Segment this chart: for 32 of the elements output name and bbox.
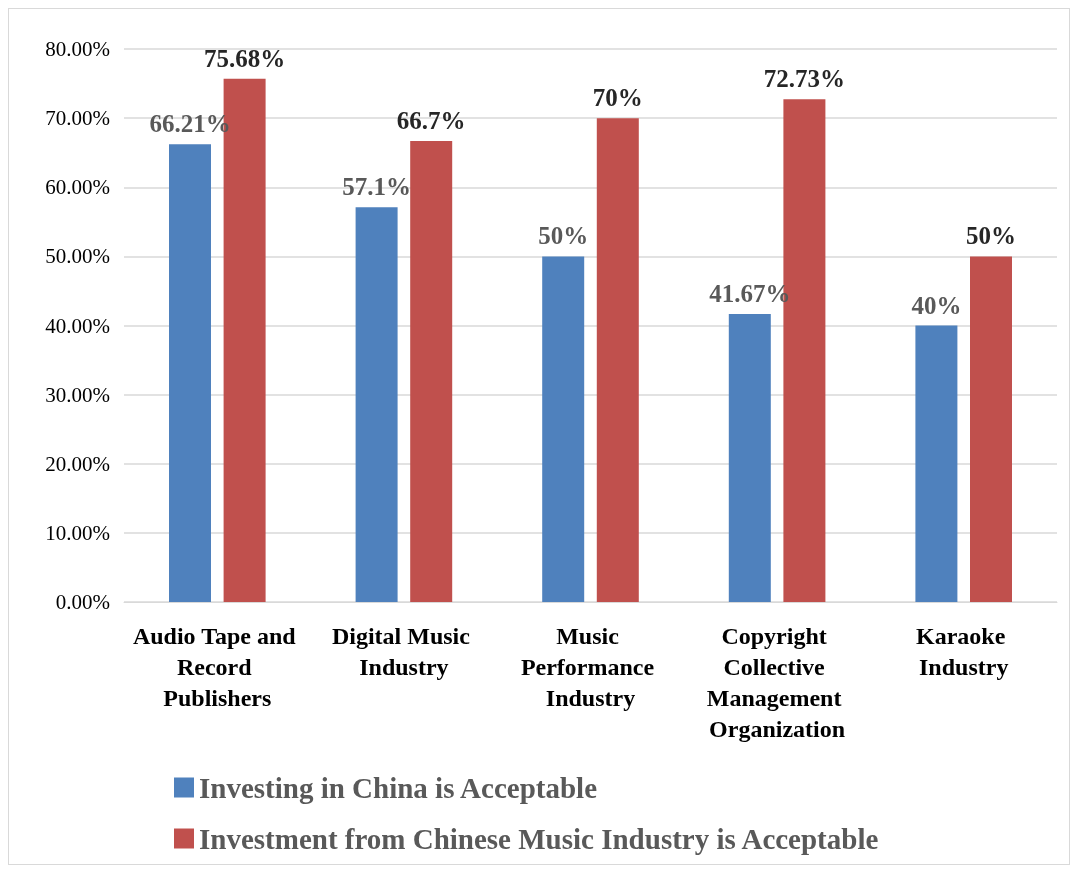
data-label: 72.73% [763, 65, 846, 93]
data-label: 75.68% [203, 44, 286, 72]
legend-label: Investing in China is Acceptable [199, 771, 598, 804]
bar [355, 207, 398, 602]
y-tick-label: 10.00% [45, 520, 110, 545]
y-tick-label: 80.00% [45, 37, 110, 61]
legend-label: Investment from Chinese Music Industry is Acceptable [199, 822, 879, 855]
y-tick-label: 20.00% [45, 451, 110, 476]
bar [169, 144, 211, 602]
bar [596, 118, 639, 602]
data-label: 57.1% [342, 173, 411, 201]
x-tick-label: Karaoke Industry [916, 622, 1012, 680]
y-tick-label: 30.00% [45, 382, 110, 407]
x-tick-label: Music Performance Industry [520, 622, 661, 711]
x-tick-label: Audio Tape and Record Publishers [132, 622, 302, 711]
bar [728, 313, 771, 602]
data-label: 66.7% [396, 106, 466, 134]
y-tick-label: 70.00% [45, 106, 110, 131]
data-label: 40% [911, 291, 962, 319]
data-label: 50% [538, 222, 589, 250]
data-label: 50% [966, 222, 1016, 250]
y-tick-label: 0.00% [55, 590, 110, 614]
x-tick-label: Digital Music Industry [331, 622, 476, 680]
bar [542, 256, 585, 602]
bar [410, 140, 453, 602]
x-tick-label: Copyright Collective Management Organization [706, 622, 848, 742]
y-tick-label: 50.00% [45, 244, 110, 269]
y-tick-label: 60.00% [45, 175, 110, 200]
data-label: 70% [592, 84, 643, 112]
bar [970, 256, 1012, 602]
bar [915, 325, 958, 602]
y-tick-label: 40.00% [45, 313, 110, 338]
